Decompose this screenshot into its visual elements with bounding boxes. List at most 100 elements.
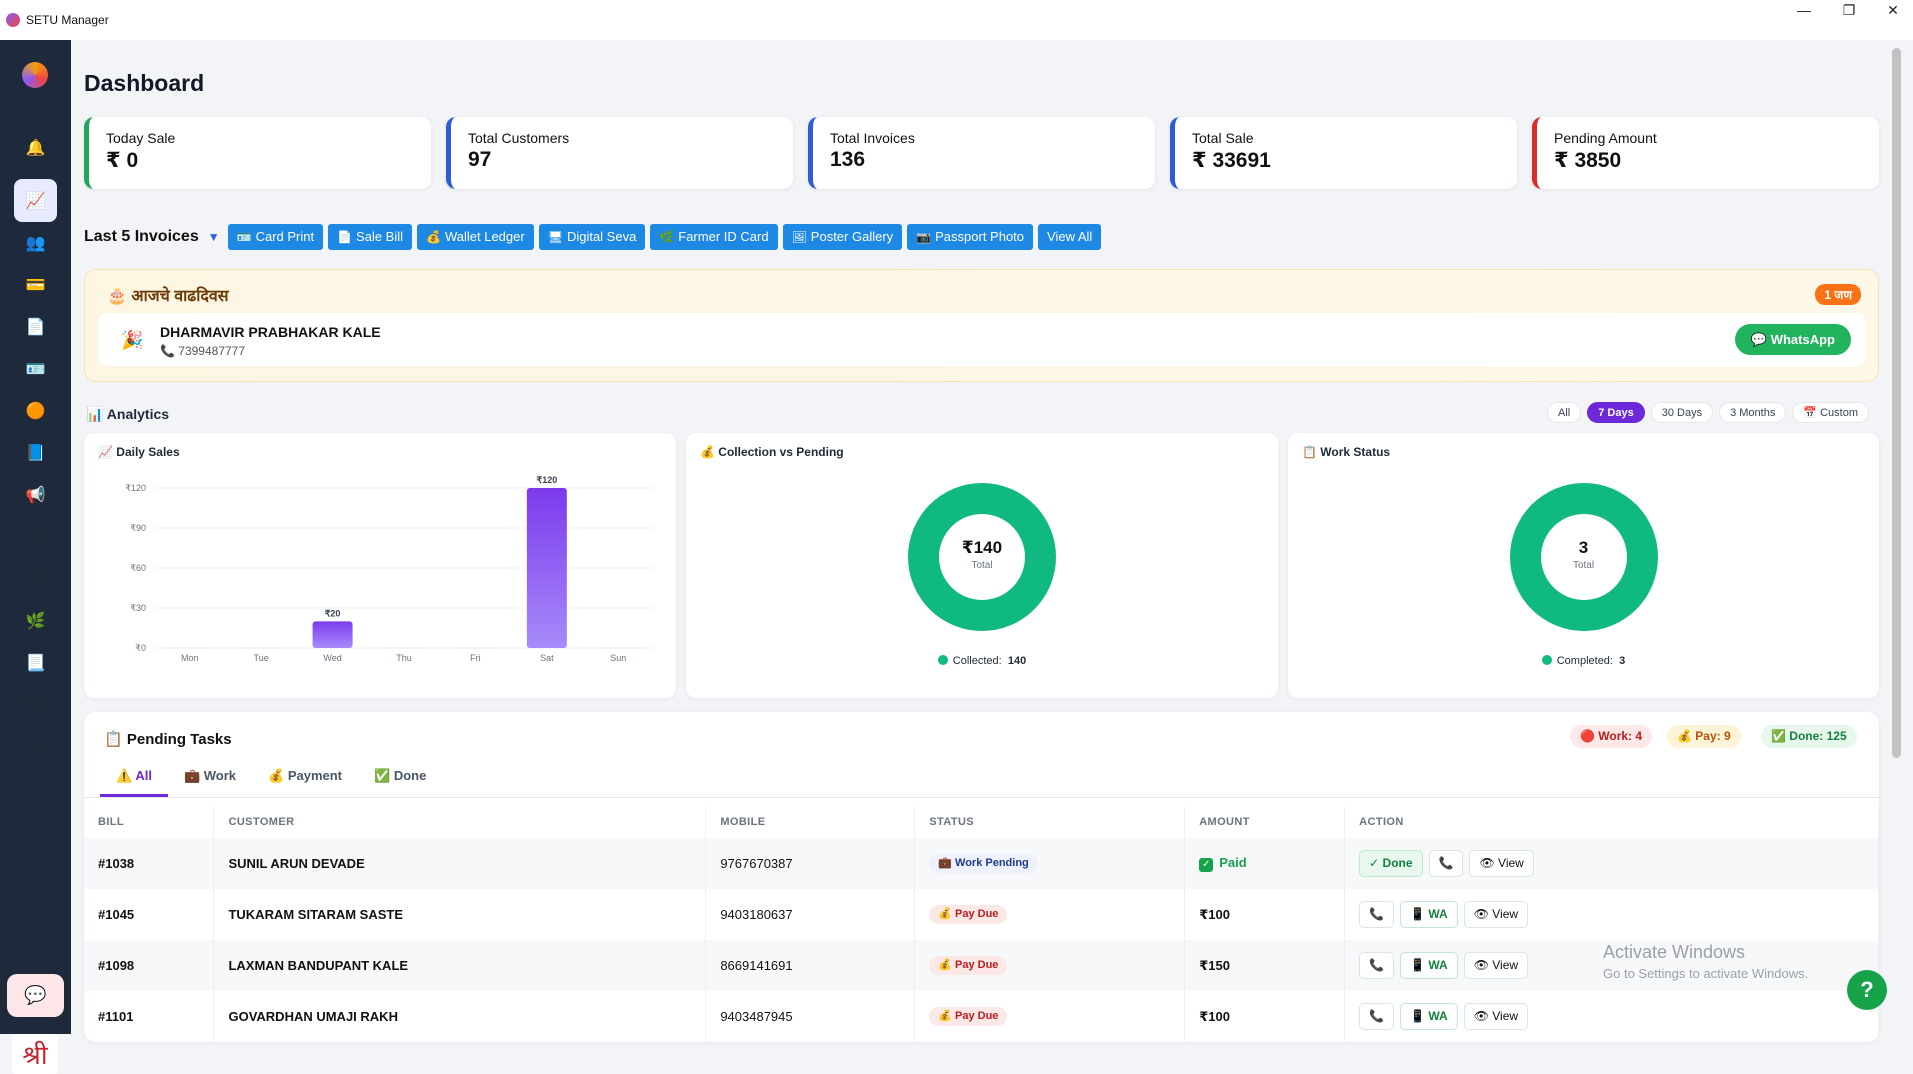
stat-label: Pending Amount — [1554, 130, 1657, 146]
task-tab-0[interactable]: ⚠️ All — [100, 760, 168, 797]
task-tab-3[interactable]: ✅ Done — [374, 768, 427, 783]
amount-value: ₹100 — [1199, 906, 1230, 922]
task-count-badge: 🔴 Work: 4 — [1570, 725, 1653, 748]
digital-seva-button[interactable]: 🖥 Digital Seva — [538, 224, 646, 250]
legend-dot-icon — [1541, 655, 1552, 665]
view-all-button[interactable]: View All — [1038, 224, 1102, 250]
tasks-table: BILL CUSTOMER MOBILE STATUS AMOUNT ACTION #10… — [84, 806, 1879, 1042]
task-count-badge: 💰 Pay: 9 — [1667, 725, 1741, 748]
sidebar-item-document[interactable]: 📄 — [14, 305, 57, 348]
status-badge: 💰 Pay Due — [929, 956, 1008, 975]
done-button[interactable]: ✓ Done — [1359, 850, 1423, 877]
x-tick-label: Sat — [540, 653, 554, 663]
last-invoices-title[interactable]: Last 5 Invoices — [84, 228, 199, 245]
call-button[interactable]: 📞 — [1428, 850, 1464, 877]
button-label: Digital Seva — [566, 229, 637, 244]
birthday-panel: 🎂 आजचे वाढदिवस 1 जण 🎉 DHARMAVIR PRABHAKA… — [84, 269, 1879, 382]
sidebar-item-id-card[interactable]: 🪪 — [14, 347, 57, 390]
minimize-button[interactable]: — — [1797, 2, 1811, 18]
call-button[interactable]: 📞 — [1359, 952, 1395, 979]
customer-cell: LAXMAN BANDUPANT KALE — [213, 940, 707, 991]
chevron-down-icon[interactable]: ▼ — [207, 230, 220, 244]
wallet-ledger-button[interactable]: 💰 Wallet Ledger — [417, 224, 534, 250]
sidebar-item-plant[interactable]: 🌿 — [14, 599, 57, 642]
sidebar-item-gear[interactable]: ⚙ — [14, 725, 57, 768]
brand-logo-icon — [22, 62, 48, 88]
page-scrollbar[interactable] — [1892, 48, 1901, 758]
range-tab-1[interactable]: 7 Days — [1587, 402, 1645, 423]
maximize-button[interactable]: ❐ — [1842, 1, 1856, 18]
whatsapp-button[interactable]: 💬 WhatsApp — [1734, 324, 1851, 355]
wallet-ledger-icon: 💰 — [426, 230, 441, 244]
document-icon: 📄 — [25, 318, 46, 336]
view-button[interactable]: 👁 View — [1463, 952, 1529, 979]
work-legend: Completed: 3 — [1288, 655, 1879, 667]
whatsapp-row-button[interactable]: 📱 WA — [1400, 901, 1458, 928]
watermark-line-1: Activate Windows — [1603, 942, 1746, 962]
mobile-cell: 8669141691 — [705, 940, 916, 991]
window-title: SETU Manager — [26, 13, 109, 27]
farmer-id-card-button[interactable]: 🌿 Farmer ID Card — [650, 224, 778, 250]
whatsapp-row-button[interactable]: 📱 WA — [1400, 1003, 1458, 1030]
range-tab-0[interactable]: All — [1547, 402, 1582, 423]
y-tick-label: ₹0 — [135, 643, 146, 653]
range-tab-3[interactable]: 3 Months — [1719, 402, 1787, 423]
passport-photo-icon: 📷 — [916, 230, 932, 244]
birthday-card: 🎉 DHARMAVIR PRABHAKAR KALE 📞 7399487777 … — [98, 313, 1865, 366]
bill-cell: #1101 — [84, 991, 215, 1042]
view-button[interactable]: 👁 View — [1469, 850, 1534, 877]
range-tabs: All 7 Days 30 Days 3 Months 📅 Custom — [1547, 402, 1869, 423]
status-cell: 💰 Pay Due — [914, 940, 1186, 991]
sidebar-item-image[interactable]: 🖼 — [14, 515, 57, 558]
sidebar-item-megaphone[interactable]: 📢 — [14, 473, 57, 516]
sidebar-item-monitor[interactable]: 🖥 — [14, 683, 57, 726]
range-tab-4[interactable]: 📅 Custom — [1792, 402, 1869, 423]
megaphone-icon: 📢 — [25, 486, 46, 504]
sidebar-item-coin[interactable]: 🟠 — [14, 389, 57, 432]
table-row[interactable]: #1098 LAXMAN BANDUPANT KALE 8669141691 💰 Pa… — [84, 940, 1879, 991]
sidebar-item-printer[interactable]: 🖨 — [14, 557, 57, 600]
passport-photo-button[interactable]: 📷 Passport Photo — [907, 224, 1034, 250]
view-button[interactable]: 👁 View — [1463, 1003, 1529, 1030]
image-icon: 🖼 — [25, 528, 46, 546]
status-cell: 💰 Pay Due — [914, 889, 1186, 940]
help-button[interactable]: ? — [1847, 970, 1887, 1010]
range-tab-2[interactable]: 30 Days — [1650, 402, 1714, 423]
call-button[interactable]: 📞 — [1359, 901, 1395, 928]
sidebar-item-book[interactable]: 📘 — [14, 431, 57, 474]
whatsapp-row-button[interactable]: 📱 WA — [1400, 952, 1458, 979]
table-row[interactable]: #1101 GOVARDHAN UMAJI RAKH 9403487945 💰 Pay… — [84, 991, 1879, 1042]
table-row[interactable]: #1045 TUKARAM SITARAM SASTE 9403180637 💰 Pa… — [84, 889, 1879, 940]
poster-gallery-button[interactable]: 🖼 Poster Gallery — [782, 224, 903, 250]
call-button[interactable]: 📞 — [1359, 1003, 1395, 1030]
customer-cell: TUKARAM SITARAM SASTE — [213, 889, 707, 940]
collection-legend: Collected: 140 — [686, 655, 1278, 667]
close-button[interactable]: ✕ — [1887, 1, 1899, 18]
y-tick-label: ₹120 — [125, 483, 146, 493]
sale-bill-button[interactable]: 📄 Sale Bill — [328, 224, 413, 250]
amount-cell: ₹100 — [1184, 889, 1346, 940]
x-tick-label: Thu — [396, 653, 412, 663]
table-row[interactable]: #1038 SUNIL ARUN DEVADE 9767670387 💼 Work P… — [84, 838, 1879, 889]
id-card-icon: 🪪 — [25, 360, 46, 378]
book-icon: 📘 — [25, 444, 46, 462]
task-count-badge: ✅ Done: 125 — [1761, 725, 1857, 748]
task-tab-1[interactable]: 💼 Work — [183, 768, 237, 783]
legend-dot-icon — [937, 655, 948, 665]
sidebar-item-card[interactable]: 💳 — [14, 263, 57, 306]
view-button[interactable]: 👁 View — [1463, 901, 1529, 928]
sidebar-item-chart[interactable]: 📈 — [14, 179, 57, 222]
work-legend-label: Completed: — [1556, 655, 1613, 667]
chat-button[interactable]: 💬 — [7, 974, 64, 1017]
sidebar-item-bell[interactable]: 🔔 — [14, 126, 57, 169]
sidebar-item-users[interactable]: 👥 — [14, 221, 57, 264]
sidebar-item-file[interactable]: 📃 — [14, 641, 57, 684]
customer-cell: SUNIL ARUN DEVADE — [213, 838, 707, 889]
chart-icon: 📈 — [25, 192, 46, 210]
task-tab-2[interactable]: 💰 Payment — [268, 768, 343, 783]
monitor-icon: 🖥 — [25, 696, 46, 714]
card-print-button[interactable]: 🪪 Card Print — [227, 224, 324, 250]
button-label: Poster Gallery — [810, 229, 894, 244]
x-tick-label: Tue — [254, 653, 269, 663]
collection-legend-label: Collected: — [952, 655, 1002, 667]
